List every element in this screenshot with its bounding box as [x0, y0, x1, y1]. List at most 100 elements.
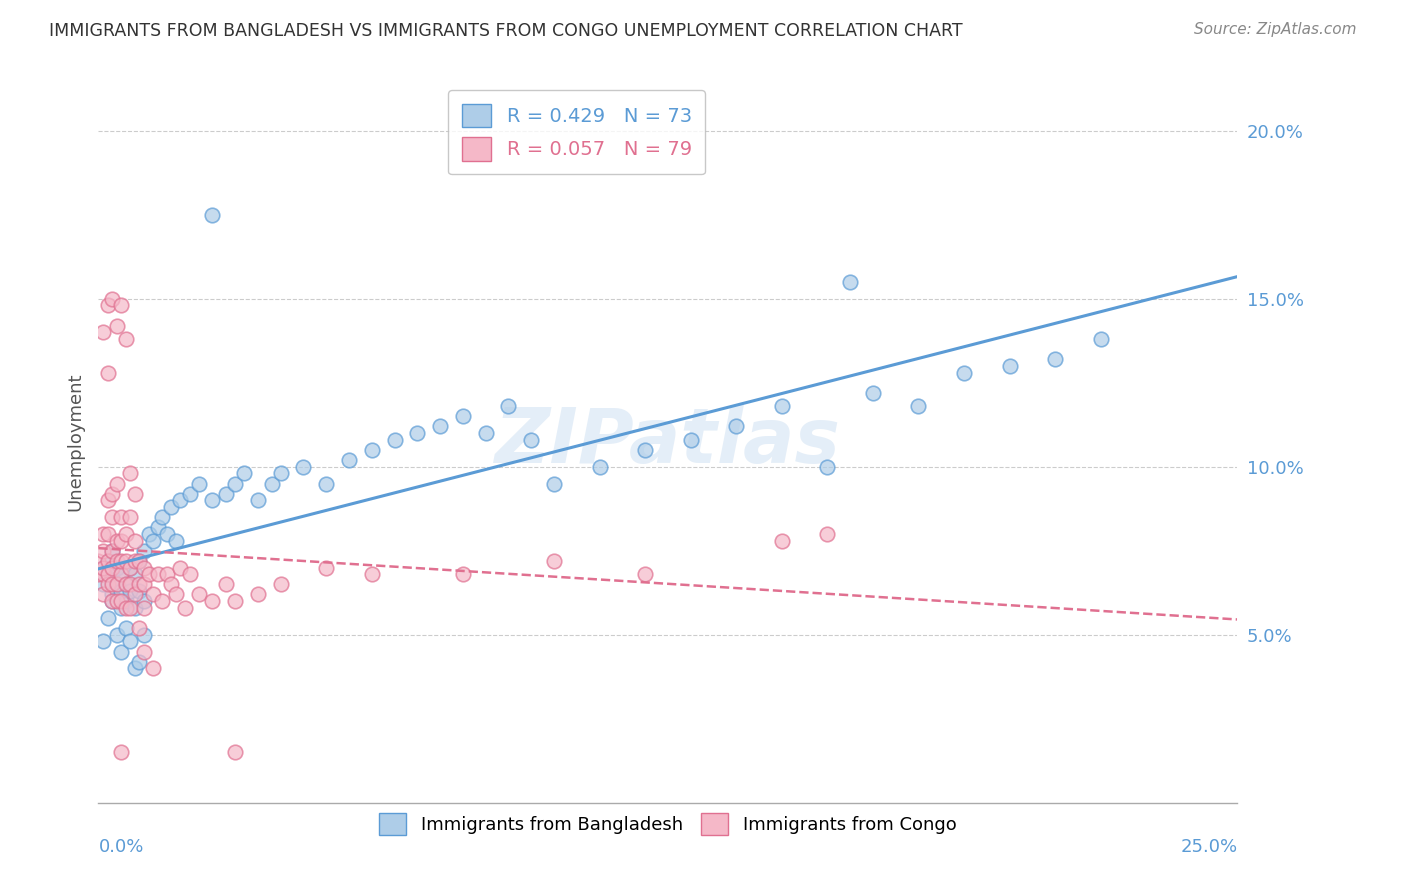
Point	[114, 527, 136, 541]
Point	[233, 467, 256, 481]
Point	[96, 366, 118, 380]
Point	[110, 567, 132, 582]
Point	[91, 326, 114, 340]
Point	[124, 554, 146, 568]
Point	[179, 486, 201, 500]
Point	[87, 567, 110, 582]
Point	[839, 275, 862, 289]
Point	[165, 533, 187, 548]
Point	[96, 527, 118, 541]
Point	[101, 292, 124, 306]
Point	[815, 459, 838, 474]
Point	[124, 600, 146, 615]
Point	[120, 600, 142, 615]
Point	[110, 533, 132, 548]
Point	[543, 476, 565, 491]
Point	[105, 628, 128, 642]
Point	[1043, 352, 1066, 367]
Point	[429, 419, 451, 434]
Point	[114, 577, 136, 591]
Point	[160, 500, 183, 514]
Point	[292, 459, 315, 474]
Point	[110, 510, 132, 524]
Point	[451, 409, 474, 424]
Point	[96, 554, 118, 568]
Point	[91, 527, 114, 541]
Point	[215, 577, 238, 591]
Point	[101, 594, 124, 608]
Point	[146, 567, 169, 582]
Point	[101, 486, 124, 500]
Point	[146, 520, 169, 534]
Text: IMMIGRANTS FROM BANGLADESH VS IMMIGRANTS FROM CONGO UNEMPLOYMENT CORRELATION CHA: IMMIGRANTS FROM BANGLADESH VS IMMIGRANTS…	[49, 22, 963, 40]
Point	[101, 510, 124, 524]
Text: ZIPatlas: ZIPatlas	[495, 405, 841, 478]
Point	[520, 433, 543, 447]
Point	[150, 594, 173, 608]
Point	[128, 655, 150, 669]
Point	[132, 543, 155, 558]
Point	[114, 577, 136, 591]
Point	[679, 433, 702, 447]
Point	[224, 745, 246, 759]
Point	[120, 560, 142, 574]
Point	[142, 533, 165, 548]
Point	[270, 577, 292, 591]
Point	[156, 527, 179, 541]
Point	[187, 476, 209, 491]
Point	[179, 567, 201, 582]
Point	[142, 587, 165, 601]
Point	[128, 621, 150, 635]
Point	[169, 560, 191, 574]
Point	[138, 527, 160, 541]
Point	[124, 587, 146, 601]
Point	[315, 476, 337, 491]
Point	[124, 661, 146, 675]
Text: 0.0%: 0.0%	[98, 838, 143, 855]
Point	[634, 567, 657, 582]
Point	[110, 745, 132, 759]
Text: 25.0%: 25.0%	[1180, 838, 1237, 855]
Point	[132, 594, 155, 608]
Point	[138, 567, 160, 582]
Point	[105, 533, 128, 548]
Point	[96, 567, 118, 582]
Point	[1090, 332, 1112, 346]
Point	[101, 594, 124, 608]
Point	[110, 584, 132, 599]
Point	[91, 567, 114, 582]
Point	[998, 359, 1021, 373]
Point	[114, 621, 136, 635]
Point	[474, 426, 496, 441]
Point	[124, 567, 146, 582]
Point	[91, 577, 114, 591]
Point	[201, 493, 224, 508]
Point	[498, 399, 520, 413]
Point	[120, 577, 142, 591]
Point	[770, 399, 793, 413]
Point	[101, 587, 124, 601]
Point	[384, 433, 406, 447]
Point	[169, 493, 191, 508]
Point	[337, 453, 360, 467]
Point	[165, 587, 187, 601]
Point	[260, 476, 283, 491]
Point	[132, 600, 155, 615]
Point	[142, 661, 165, 675]
Point	[110, 554, 132, 568]
Point	[110, 600, 132, 615]
Point	[110, 567, 132, 582]
Point	[174, 600, 197, 615]
Point	[246, 587, 269, 601]
Point	[96, 493, 118, 508]
Point	[96, 577, 118, 591]
Point	[114, 554, 136, 568]
Point	[105, 577, 128, 591]
Point	[101, 543, 124, 558]
Point	[156, 567, 179, 582]
Y-axis label: Unemployment: Unemployment	[66, 372, 84, 511]
Point	[105, 594, 128, 608]
Point	[101, 577, 124, 591]
Point	[315, 560, 337, 574]
Point	[187, 587, 209, 601]
